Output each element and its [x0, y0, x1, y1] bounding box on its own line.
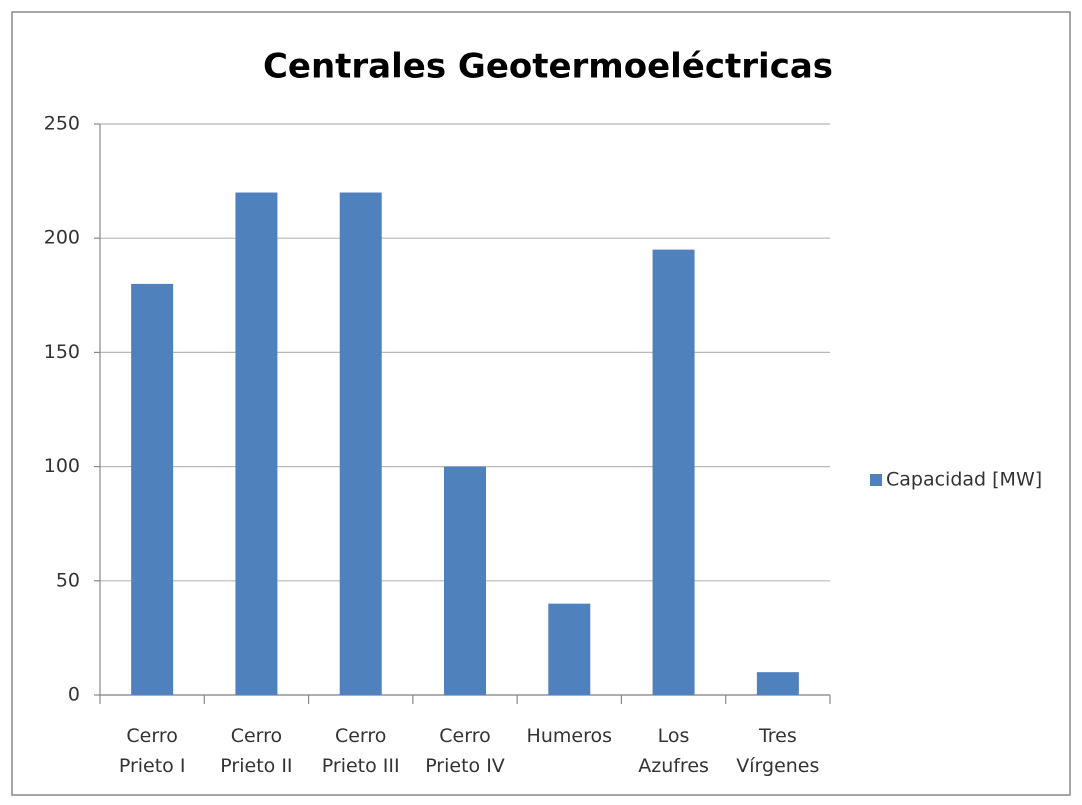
- x-tick-label: Humeros: [526, 725, 612, 747]
- bar: [235, 192, 278, 695]
- x-tick-label: Cerro Prieto II: [220, 725, 293, 777]
- legend-swatch: [870, 474, 882, 486]
- y-tick-label: 100: [44, 455, 80, 477]
- bar: [339, 192, 382, 695]
- legend-label: Capacidad [MW]: [886, 469, 1042, 491]
- bar: [131, 283, 174, 695]
- bar: [756, 672, 799, 695]
- chart-frame: [11, 11, 1071, 796]
- y-tick-label: 50: [56, 569, 80, 591]
- x-tick-label: Cerro Prieto IV: [425, 725, 505, 777]
- bar: [444, 466, 486, 695]
- y-tick-label: 200: [44, 227, 80, 249]
- y-tick-label: 0: [68, 684, 80, 706]
- x-tick-label: Cerro Prieto III: [321, 725, 400, 777]
- chart-title: Centrales Geotermoeléctricas: [263, 47, 833, 87]
- bar: [548, 603, 591, 695]
- x-tick-label: Cerro Prieto I: [118, 725, 186, 777]
- bar: [652, 249, 695, 695]
- y-tick-label: 150: [44, 341, 80, 363]
- y-tick-label: 250: [44, 113, 80, 135]
- x-tick-label: Los Azufres: [638, 725, 709, 777]
- x-tick-label: Tres Vírgenes: [736, 725, 820, 777]
